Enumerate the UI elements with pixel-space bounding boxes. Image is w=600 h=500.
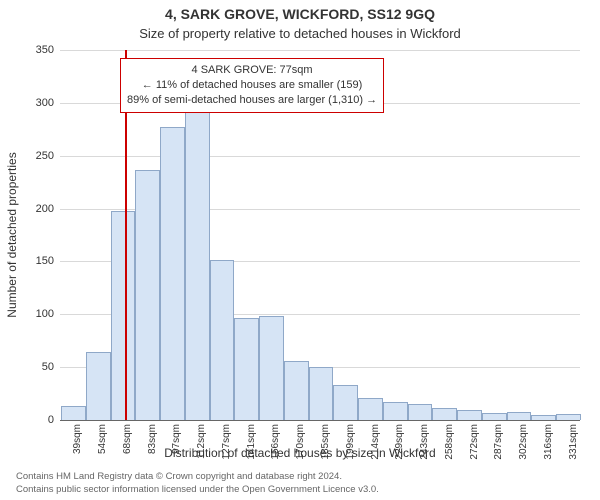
footer-attribution: Contains HM Land Registry data © Crown c… [16,471,584,496]
annotation-line: ← 11% of detached houses are smaller (15… [127,78,377,93]
histogram-bar [111,211,136,420]
histogram-bar [408,404,433,420]
histogram-bar [86,352,111,420]
histogram-bar [383,402,408,420]
footer-line2: Contains public sector information licen… [16,484,584,496]
plot-area: 05010015020025030035039sqm54sqm68sqm83sq… [60,50,580,420]
histogram-bar [358,398,383,420]
y-tick-label: 100 [14,308,54,320]
y-tick-label: 50 [14,361,54,373]
histogram-bar [457,410,482,421]
histogram-bar [61,406,86,420]
annotation-box: 4 SARK GROVE: 77sqm← 11% of detached hou… [120,58,384,113]
y-tick-label: 350 [14,44,54,56]
histogram-bar [259,316,284,420]
title-subtitle: Size of property relative to detached ho… [0,26,600,41]
y-tick-label: 200 [14,203,54,215]
x-axis-label: Distribution of detached houses by size … [0,446,600,460]
gridline [60,50,580,51]
histogram-bar [284,361,309,420]
title-address: 4, SARK GROVE, WICKFORD, SS12 9GQ [0,6,600,22]
histogram-bar [482,413,507,420]
histogram-bar [135,170,160,420]
gridline [60,156,580,157]
histogram-bar [160,127,185,420]
histogram-bar [210,260,235,420]
histogram-bar [309,367,334,420]
y-axis-label: Number of detached properties [5,152,19,317]
histogram-bar [185,108,210,420]
y-tick-label: 150 [14,255,54,267]
footer-line1: Contains HM Land Registry data © Crown c… [16,471,584,483]
histogram-bar [507,412,532,420]
histogram-bar [333,385,358,420]
y-tick-label: 300 [14,97,54,109]
histogram-bar [432,408,457,420]
y-tick-label: 0 [14,414,54,426]
annotation-line: 89% of semi-detached houses are larger (… [127,93,377,108]
histogram-bar [234,318,259,420]
x-axis-line [60,420,580,421]
y-tick-label: 250 [14,150,54,162]
figure: 4, SARK GROVE, WICKFORD, SS12 9GQ Size o… [0,0,600,500]
annotation-line: 4 SARK GROVE: 77sqm [127,63,377,78]
